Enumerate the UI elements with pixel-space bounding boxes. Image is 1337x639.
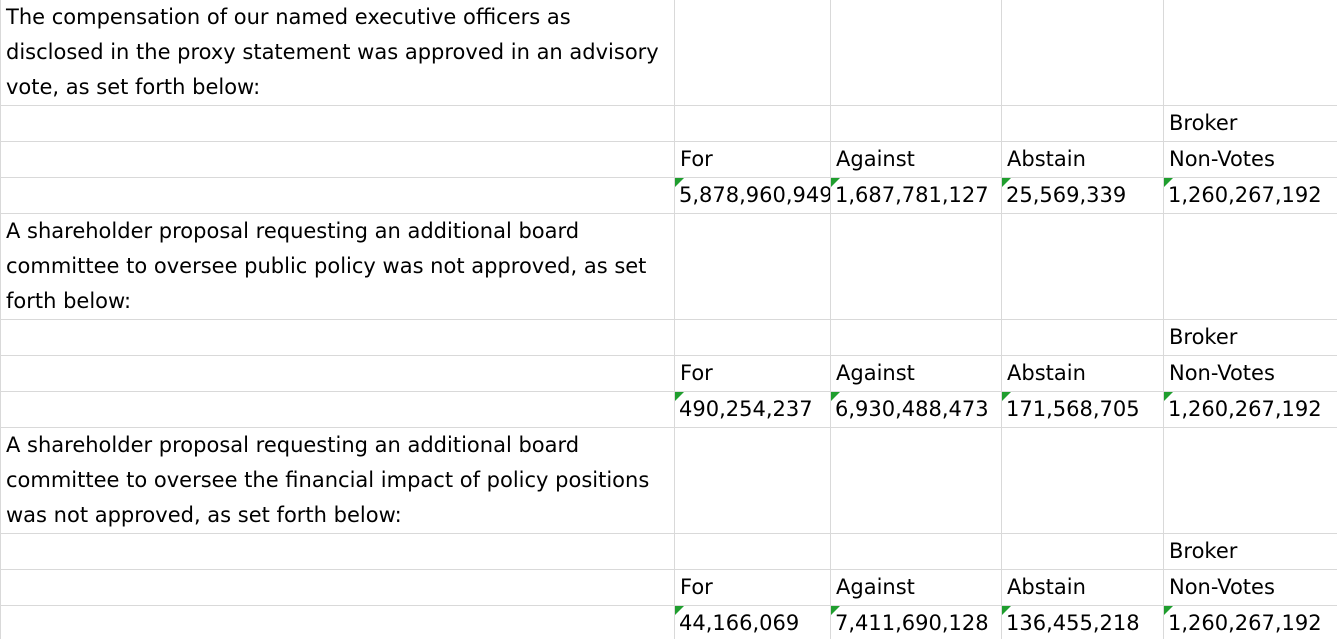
error-indicator-icon [675, 178, 684, 187]
empty-cell[interactable] [830, 427, 1002, 534]
value-text: 1,260,267,192 [1168, 611, 1322, 635]
value-text: 490,254,237 [679, 397, 813, 421]
value-text: 44,166,069 [679, 611, 800, 635]
empty-cell[interactable] [830, 213, 1002, 320]
empty-cell[interactable] [674, 427, 831, 534]
header-cell-non-votes[interactable]: Non-Votes [1163, 141, 1337, 178]
error-indicator-icon [1164, 606, 1173, 615]
header-cell-for[interactable]: For [674, 141, 831, 178]
description-row: A shareholder proposal requesting an add… [0, 213, 1337, 320]
value-cell-against[interactable]: 6,930,488,473 [830, 391, 1002, 428]
empty-cell[interactable] [0, 355, 675, 392]
header-cell[interactable] [830, 319, 1002, 356]
values-row: 490,254,237 6,930,488,473 171,568,705 1,… [0, 391, 1337, 428]
error-indicator-icon [675, 606, 684, 615]
error-indicator-icon [675, 392, 684, 401]
header-cell-against[interactable]: Against [830, 141, 1002, 178]
value-text: 5,878,960,949 [679, 183, 831, 207]
description-row: The compensation of our named executive … [0, 0, 1337, 106]
empty-cell[interactable] [1163, 427, 1337, 534]
value-cell-abstain[interactable]: 136,455,218 [1001, 605, 1164, 639]
value-text: 171,568,705 [1006, 397, 1140, 421]
value-cell-for[interactable]: 5,878,960,949 [674, 177, 831, 214]
header-row-1: Broker [0, 105, 1337, 142]
error-indicator-icon [1002, 392, 1011, 401]
description-cell[interactable]: The compensation of our named executive … [0, 0, 675, 106]
error-indicator-icon [1164, 178, 1173, 187]
header-cell-abstain[interactable]: Abstain [1001, 355, 1164, 392]
header-cell[interactable] [1001, 105, 1164, 142]
value-text: 1,260,267,192 [1168, 183, 1322, 207]
error-indicator-icon [831, 392, 840, 401]
empty-cell[interactable] [0, 391, 675, 428]
header-cell[interactable] [830, 105, 1002, 142]
value-cell-abstain[interactable]: 25,569,339 [1001, 177, 1164, 214]
header-cell-for[interactable]: For [674, 355, 831, 392]
value-cell-non-votes[interactable]: 1,260,267,192 [1163, 177, 1337, 214]
value-cell-non-votes[interactable]: 1,260,267,192 [1163, 391, 1337, 428]
error-indicator-icon [831, 178, 840, 187]
value-cell-abstain[interactable]: 171,568,705 [1001, 391, 1164, 428]
header-cell-broker[interactable]: Broker [1163, 533, 1337, 570]
empty-cell[interactable] [1001, 0, 1164, 106]
value-text: 7,411,690,128 [835, 611, 989, 635]
error-indicator-icon [1002, 178, 1011, 187]
empty-cell[interactable] [0, 177, 675, 214]
header-cell-against[interactable]: Against [830, 355, 1002, 392]
header-cell-abstain[interactable]: Abstain [1001, 569, 1164, 606]
header-row-1: Broker [0, 319, 1337, 356]
empty-cell[interactable] [0, 605, 675, 639]
header-cell-broker[interactable]: Broker [1163, 105, 1337, 142]
description-row: A shareholder proposal requesting an add… [0, 427, 1337, 534]
header-cell[interactable] [1001, 319, 1164, 356]
empty-cell[interactable] [0, 533, 675, 570]
header-cell-non-votes[interactable]: Non-Votes [1163, 355, 1337, 392]
value-cell-for[interactable]: 44,166,069 [674, 605, 831, 639]
header-row-2: For Against Abstain Non-Votes [0, 355, 1337, 392]
header-row-2: For Against Abstain Non-Votes [0, 569, 1337, 606]
value-text: 25,569,339 [1006, 183, 1127, 207]
header-row-1: Broker [0, 533, 1337, 570]
value-text: 6,930,488,473 [835, 397, 989, 421]
error-indicator-icon [1164, 392, 1173, 401]
header-cell[interactable] [674, 105, 831, 142]
empty-cell[interactable] [1001, 213, 1164, 320]
header-cell[interactable] [674, 533, 831, 570]
header-cell-abstain[interactable]: Abstain [1001, 141, 1164, 178]
value-cell-non-votes[interactable]: 1,260,267,192 [1163, 605, 1337, 639]
empty-cell[interactable] [0, 105, 675, 142]
header-cell[interactable] [674, 319, 831, 356]
header-cell-broker[interactable]: Broker [1163, 319, 1337, 356]
description-cell[interactable]: A shareholder proposal requesting an add… [0, 427, 675, 534]
value-cell-for[interactable]: 490,254,237 [674, 391, 831, 428]
values-row: 44,166,069 7,411,690,128 136,455,218 1,2… [0, 605, 1337, 639]
error-indicator-icon [1002, 606, 1011, 615]
header-cell-for[interactable]: For [674, 569, 831, 606]
value-cell-against[interactable]: 1,687,781,127 [830, 177, 1002, 214]
empty-cell[interactable] [1163, 0, 1337, 106]
header-cell-non-votes[interactable]: Non-Votes [1163, 569, 1337, 606]
empty-cell[interactable] [1163, 213, 1337, 320]
description-cell[interactable]: A shareholder proposal requesting an add… [0, 213, 675, 320]
header-row-2: For Against Abstain Non-Votes [0, 141, 1337, 178]
header-cell[interactable] [830, 533, 1002, 570]
empty-cell[interactable] [674, 0, 831, 106]
empty-cell[interactable] [0, 141, 675, 178]
empty-cell[interactable] [830, 0, 1002, 106]
empty-cell[interactable] [0, 569, 675, 606]
value-text: 136,455,218 [1006, 611, 1140, 635]
header-cell[interactable] [1001, 533, 1164, 570]
empty-cell[interactable] [1001, 427, 1164, 534]
value-text: 1,687,781,127 [835, 183, 989, 207]
value-text: 1,260,267,192 [1168, 397, 1322, 421]
empty-cell[interactable] [674, 213, 831, 320]
values-row: 5,878,960,949 1,687,781,127 25,569,339 1… [0, 177, 1337, 214]
header-cell-against[interactable]: Against [830, 569, 1002, 606]
error-indicator-icon [831, 606, 840, 615]
empty-cell[interactable] [0, 319, 675, 356]
value-cell-against[interactable]: 7,411,690,128 [830, 605, 1002, 639]
